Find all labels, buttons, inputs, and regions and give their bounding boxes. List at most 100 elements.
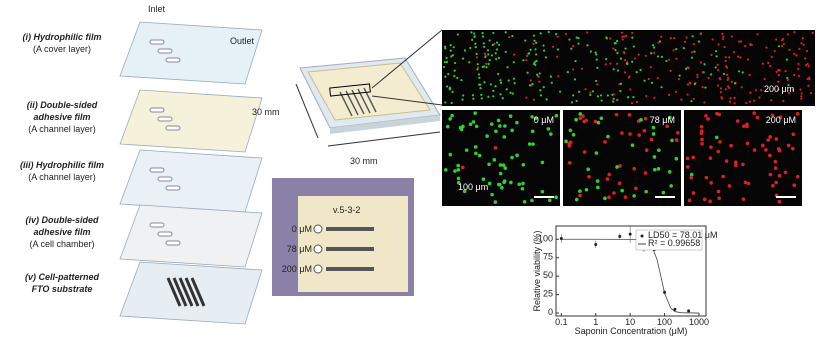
cell-dot xyxy=(644,148,649,152)
cell-dot xyxy=(653,46,656,49)
cell-dot xyxy=(448,117,452,121)
cell-dot xyxy=(469,46,472,50)
cell-dot xyxy=(549,132,553,136)
cell-dot xyxy=(784,70,787,73)
cell-dot xyxy=(510,128,514,133)
layer-name: adhesive film xyxy=(33,112,90,122)
cell-dot xyxy=(478,76,481,79)
cell-dot xyxy=(649,65,652,69)
cell-dot xyxy=(782,99,785,103)
data-point xyxy=(628,232,632,236)
cell-dot xyxy=(738,40,741,43)
cell-dot xyxy=(657,41,660,44)
cell-dot xyxy=(631,60,634,63)
cell-dot xyxy=(685,67,688,70)
cell-dot xyxy=(777,80,780,83)
cell-dot xyxy=(728,56,731,59)
cell-dot xyxy=(754,89,757,92)
cell-dot xyxy=(539,32,542,35)
cell-dot xyxy=(806,77,809,81)
cell-dot xyxy=(721,174,725,179)
cell-dot xyxy=(798,47,801,51)
cell-dot xyxy=(661,190,666,195)
cell-dot xyxy=(615,99,618,102)
cell-dot xyxy=(616,62,619,65)
cell-dot xyxy=(612,97,615,100)
photo-well xyxy=(313,264,323,274)
cell-dot xyxy=(499,79,502,82)
cell-dot xyxy=(740,86,743,89)
cell-dot xyxy=(580,67,584,70)
cell-dot xyxy=(612,93,616,96)
cell-dot xyxy=(568,38,571,41)
cell-dot xyxy=(724,59,727,63)
cell-dot xyxy=(542,44,545,47)
data-point xyxy=(618,234,622,238)
cell-dot xyxy=(700,137,704,142)
cell-dot xyxy=(777,173,782,178)
cell-dot xyxy=(733,96,736,99)
y-tick-label: 0 xyxy=(548,307,553,317)
cell-dot xyxy=(791,88,795,91)
cell-dot xyxy=(692,43,695,46)
cell-dot xyxy=(492,89,495,92)
cell-dot xyxy=(494,129,498,134)
cell-dot xyxy=(689,82,692,85)
outlet-label: Outlet xyxy=(230,36,255,46)
cell-dot xyxy=(483,81,486,84)
cell-dot xyxy=(761,62,764,65)
cell-dot xyxy=(746,181,751,186)
cell-dot xyxy=(674,138,679,142)
device-width: 30 mm xyxy=(350,156,378,166)
cell-dot xyxy=(586,167,590,172)
cell-dot xyxy=(449,49,452,52)
cell-dot xyxy=(530,198,534,203)
cell-dot xyxy=(656,55,660,58)
cell-dot xyxy=(461,98,464,101)
cell-dot xyxy=(699,32,702,36)
cell-dot xyxy=(637,53,640,56)
cell-dot xyxy=(785,58,789,61)
cell-dot xyxy=(777,88,780,91)
plot-frame xyxy=(555,225,707,317)
cell-dot xyxy=(677,78,681,81)
cell-dot xyxy=(450,101,453,105)
cell-dot xyxy=(778,69,781,72)
cell-dot xyxy=(667,170,672,174)
cell-dot xyxy=(696,76,699,79)
cell-dot xyxy=(714,135,719,140)
cell-dot xyxy=(777,74,781,77)
cell-dot xyxy=(584,88,587,91)
cell-dot xyxy=(474,124,479,129)
cell-dot xyxy=(511,92,514,95)
cell-dot xyxy=(589,50,592,53)
x-tick-label: 10 xyxy=(625,317,635,327)
cell-dot xyxy=(481,35,485,38)
cell-dot xyxy=(503,166,508,170)
cell-dot xyxy=(605,177,610,181)
cell-dot xyxy=(653,51,656,55)
cell-dot xyxy=(513,82,516,85)
cell-dot xyxy=(505,88,508,91)
legend-label: R² = 0.99658 xyxy=(648,238,700,248)
cell-dot xyxy=(559,90,562,93)
layer-sheet xyxy=(119,149,263,213)
cell-dot xyxy=(793,73,796,76)
cell-dot xyxy=(474,151,478,156)
cell-dot xyxy=(595,179,600,183)
cell-dot xyxy=(721,32,724,35)
cell-dot xyxy=(508,114,513,119)
cell-dot xyxy=(782,42,785,46)
layer-name: (i) Hydrophilic film xyxy=(22,32,101,42)
cell-dot xyxy=(780,44,784,48)
cell-dot xyxy=(616,69,620,72)
cell-dot xyxy=(628,75,631,78)
cell-dot xyxy=(578,112,583,116)
cell-dot xyxy=(486,49,490,52)
cell-dot xyxy=(595,53,598,56)
cell-dot xyxy=(578,90,581,93)
cell-dot xyxy=(691,191,696,195)
cell-dot xyxy=(547,30,550,34)
cell-dot xyxy=(680,98,683,101)
